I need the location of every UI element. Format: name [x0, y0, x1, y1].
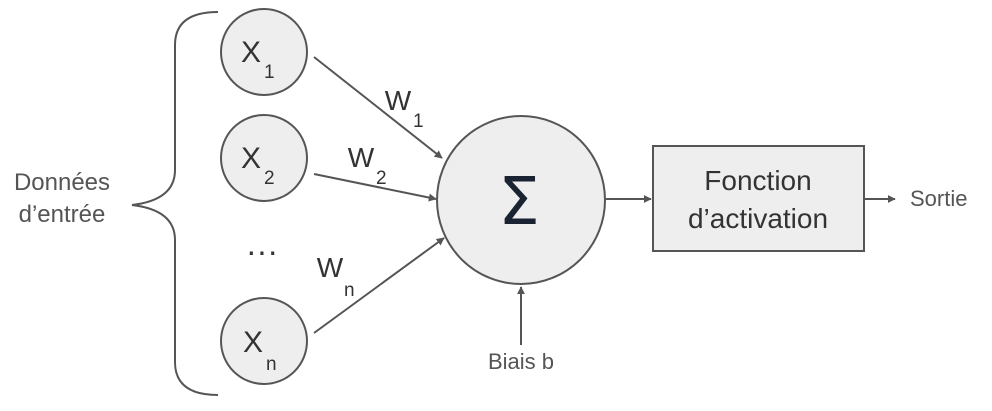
input-x2-sub: 2: [264, 168, 275, 189]
activation-box: Fonction d’activation: [652, 145, 865, 252]
svg-text:W: W: [348, 142, 375, 173]
input-brace: [131, 11, 219, 396]
input-label-line1: Données: [14, 169, 110, 196]
bias-label: Biais b: [488, 349, 554, 374]
weight-label-wn: W n: [317, 252, 355, 301]
input-node-xn: X n: [220, 297, 308, 385]
edge-x1-sum: [313, 56, 443, 159]
sum-symbol: Σ: [498, 163, 540, 240]
svg-text:W: W: [317, 252, 344, 283]
activation-line2: d’activation: [688, 203, 828, 234]
weight-label-w2: W 2: [348, 142, 387, 189]
weight-label-w1: W 1: [385, 85, 424, 132]
edge-x2-sum: [313, 173, 437, 202]
svg-text:W: W: [385, 85, 412, 116]
svg-text:n: n: [344, 280, 355, 301]
input-x1-sub: 1: [264, 62, 275, 83]
activation-line1: Fonction: [704, 165, 811, 196]
input-x2-var: X: [241, 142, 261, 175]
input-x1-var: X: [241, 36, 261, 69]
input-xn-sub: n: [266, 354, 277, 375]
svg-text:1: 1: [413, 111, 424, 132]
svg-text:2: 2: [376, 168, 387, 189]
input-label-line2: d’entrée: [19, 201, 106, 228]
input-node-x2: X 2: [220, 114, 308, 202]
edge-xn-sum: [313, 237, 445, 334]
input-ellipsis: ···: [246, 233, 278, 269]
sum-node: Σ: [436, 115, 606, 285]
output-label: Sortie: [910, 186, 967, 211]
input-node-x1: X 1: [220, 8, 308, 96]
input-xn-var: X: [243, 326, 263, 359]
